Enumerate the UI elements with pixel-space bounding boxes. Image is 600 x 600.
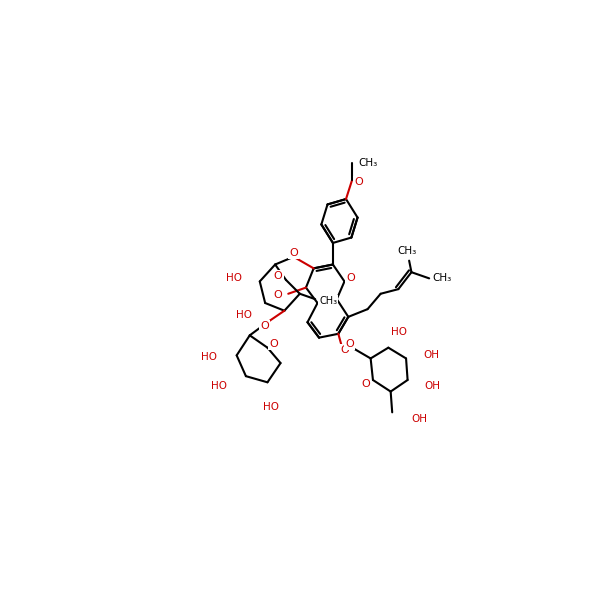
Text: O: O (269, 339, 278, 349)
Text: O: O (361, 379, 370, 389)
Text: O: O (274, 271, 283, 281)
Text: CH₃: CH₃ (319, 296, 337, 307)
Text: OH: OH (412, 413, 427, 424)
Text: CH₃: CH₃ (432, 274, 451, 283)
Text: CH₃: CH₃ (397, 246, 416, 256)
Text: CH₃: CH₃ (358, 158, 377, 168)
Text: HO: HO (211, 381, 227, 391)
Text: O: O (260, 321, 269, 331)
Text: O: O (341, 345, 350, 355)
Text: O: O (354, 177, 362, 187)
Text: O: O (274, 290, 282, 300)
Text: OH: OH (423, 350, 439, 361)
Text: HO: HO (391, 327, 407, 337)
Text: O: O (346, 272, 355, 283)
Text: OH: OH (425, 381, 440, 391)
Text: HO: HO (202, 352, 217, 362)
Text: HO: HO (236, 310, 252, 320)
Text: O: O (289, 248, 298, 258)
Text: HO: HO (226, 274, 242, 283)
Text: HO: HO (263, 401, 280, 412)
Text: O: O (346, 339, 354, 349)
